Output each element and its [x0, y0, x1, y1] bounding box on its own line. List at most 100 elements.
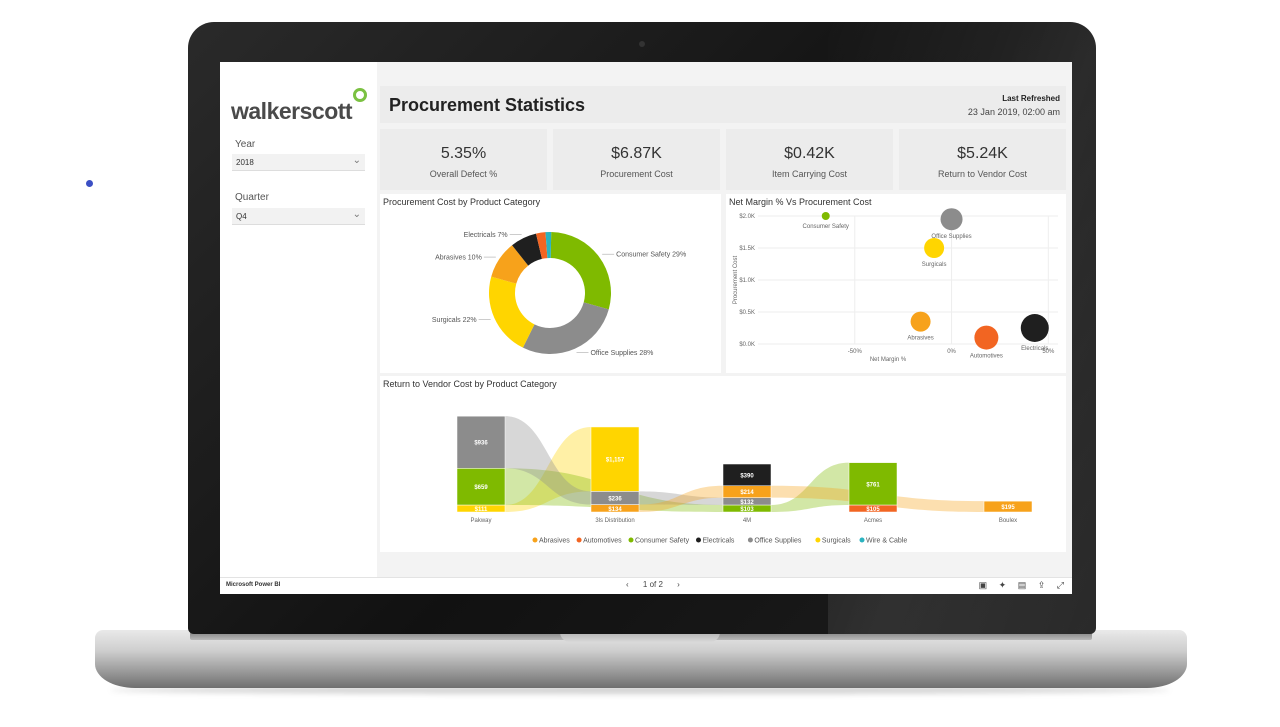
- twitter-icon[interactable]: ✦: [998, 580, 1007, 590]
- ribbon-data-label: $103: [740, 507, 754, 513]
- report-footer: Microsoft Power BI ‹ 1 of 2 › ▣ ✦ ▤ ⇪ ⤢: [220, 577, 1072, 594]
- legend-label[interactable]: Wire & Cable: [866, 538, 907, 545]
- x-category-label: 3ls Distribution: [595, 518, 634, 524]
- scatter-point-label: Electricals: [1021, 346, 1048, 352]
- legend-label[interactable]: Electricals: [703, 538, 735, 545]
- y-tick-label: $1.5K: [739, 246, 755, 252]
- ribbon-chart-panel[interactable]: Return to Vendor Cost by Product Categor…: [380, 376, 1066, 552]
- scatter-point[interactable]: [924, 238, 945, 258]
- kpi-card-procurement[interactable]: $6.87K Procurement Cost: [553, 129, 720, 190]
- ribbon-data-label: $390: [740, 473, 754, 479]
- scatter-point[interactable]: [974, 325, 999, 350]
- linkedin-icon[interactable]: ▣: [978, 580, 988, 590]
- donut-slice-wire-cable[interactable]: [545, 232, 552, 259]
- scatter-point[interactable]: [821, 212, 830, 220]
- brand-logo: walkerscott: [231, 98, 353, 124]
- legend-marker: [747, 537, 753, 543]
- scatter-point-label: Office Supplies: [931, 234, 971, 240]
- y-tick-label: $0.5K: [739, 310, 755, 316]
- year-dropdown[interactable]: 2018 ⌄: [232, 154, 365, 171]
- ribbon-bar-segment[interactable]: [983, 500, 1033, 513]
- legend-label[interactable]: Abrasives: [539, 538, 570, 545]
- ribbon-chart: $111 $659 $936 Pakway $134 $236 $1,157 3ls Dist…: [456, 415, 1033, 545]
- report-header: Procurement Statistics Last Refreshed 23…: [380, 86, 1066, 123]
- legend-marker: [815, 537, 821, 543]
- donut-slice-consumer-safety[interactable]: [550, 232, 611, 310]
- ribbon-bar-segment[interactable]: [590, 426, 640, 492]
- x-axis-label: Net Margin %: [870, 357, 907, 363]
- kpi-card-return[interactable]: $5.24K Return to Vendor Cost: [899, 129, 1066, 190]
- donut-data-label: Surgicals 22%: [432, 317, 477, 324]
- legend-marker: [532, 537, 538, 543]
- kpi-label: Procurement Cost: [600, 169, 673, 179]
- donut-chart-panel[interactable]: Procurement Cost by Product Category Con…: [380, 194, 721, 373]
- ribbon-data-label: $659: [474, 485, 488, 491]
- ribbon-connector: [505, 416, 591, 505]
- camera-icon: [639, 41, 645, 47]
- scatter-point[interactable]: [910, 311, 931, 332]
- chevron-down-icon: ⌄: [352, 155, 361, 166]
- scatter-chart-panel[interactable]: Net Margin % Vs Procurement Cost $0.0K $0…: [726, 194, 1066, 373]
- kpi-value: 5.35%: [440, 145, 487, 162]
- scatter-point[interactable]: [940, 208, 963, 231]
- kpi-card-defect[interactable]: 5.35% Overall Defect %: [380, 129, 547, 190]
- quarter-label: Quarter: [235, 192, 269, 203]
- ribbon-data-label: $936: [474, 441, 488, 447]
- x-category-label: 4M: [743, 518, 751, 524]
- facebook-icon[interactable]: ▤: [1017, 580, 1027, 590]
- kpi-value: $0.42K: [784, 145, 835, 162]
- donut-chart: Consumer Safety 29% Office Supplies 28% Su…: [432, 232, 686, 357]
- x-category-label: Pakway: [470, 518, 491, 524]
- legend-label[interactable]: Consumer Safety: [635, 538, 690, 545]
- y-axis-label: Procurement Cost: [733, 255, 739, 304]
- ribbon-bar-segment[interactable]: [722, 463, 772, 486]
- ribbon-connector: [639, 485, 723, 512]
- year-value: 2018: [236, 158, 254, 167]
- scatter-point-label: Surgicals: [922, 262, 947, 268]
- page-indicator: 1 of 2: [642, 580, 663, 589]
- ribbon-bar-segment[interactable]: [848, 462, 898, 506]
- fullscreen-icon[interactable]: ⤢: [1056, 580, 1064, 590]
- donut-slice-abrasives[interactable]: [491, 245, 529, 284]
- kpi-label: Overall Defect %: [429, 169, 498, 179]
- kpi-card-carrying[interactable]: $0.42K Item Carrying Cost: [726, 129, 893, 190]
- ribbon-bar-segment[interactable]: [456, 468, 506, 506]
- x-category-label: Acmes: [864, 518, 882, 524]
- chart-title: Procurement Cost by Product Category: [383, 197, 541, 207]
- donut-slice-electricals[interactable]: [512, 233, 542, 266]
- kpi-label: Return to Vendor Cost: [937, 169, 1028, 179]
- legend-label[interactable]: Office Supplies: [754, 538, 801, 545]
- y-tick-label: $2.0K: [739, 214, 755, 220]
- x-category-label: Boulex: [999, 518, 1017, 524]
- scatter-point-label: Consumer Safety: [803, 224, 849, 230]
- ribbon-connector: [505, 426, 591, 512]
- laptop-shadow: [110, 686, 1170, 694]
- legend-label[interactable]: Surgicals: [822, 538, 851, 545]
- pager: ‹ 1 of 2 ›: [620, 580, 686, 589]
- ribbon-connector: [771, 462, 849, 512]
- donut-data-label: Electricals 7%: [464, 232, 508, 239]
- donut-slice-automotives[interactable]: [536, 232, 548, 259]
- y-tick-label: $1.0K: [739, 278, 755, 284]
- ribbon-data-label: $1,157: [606, 458, 625, 464]
- powerbi-report: walkerscott Year 2018 ⌄ Quarter Q4 ⌄ Pro…: [220, 62, 1072, 594]
- legend-label[interactable]: Automotives: [583, 538, 622, 545]
- legend-marker: [576, 537, 582, 543]
- donut-slice-office-supplies[interactable]: [522, 302, 609, 354]
- donut-slice-surgicals[interactable]: [489, 276, 535, 348]
- chevron-down-icon: ⌄: [352, 209, 361, 220]
- next-page-icon[interactable]: ›: [677, 580, 680, 589]
- x-tick-label: -50%: [848, 349, 863, 355]
- donut-data-label: Consumer Safety 29%: [616, 252, 686, 259]
- donut-data-label: Abrasives 10%: [435, 255, 482, 262]
- scatter-point[interactable]: [1020, 314, 1049, 342]
- kpi-value: $5.24K: [957, 145, 1008, 162]
- refresh-date: 23 Jan 2019, 02:00 am: [967, 107, 1060, 117]
- quarter-dropdown[interactable]: Q4 ⌄: [232, 208, 365, 225]
- ribbon-connector: [639, 491, 723, 505]
- ribbon-data-label: $134: [608, 507, 622, 513]
- ribbon-bar-segment[interactable]: [456, 415, 506, 469]
- prev-page-icon[interactable]: ‹: [626, 580, 629, 589]
- chart-title: Return to Vendor Cost by Product Categor…: [383, 379, 557, 389]
- share-icon[interactable]: ⇪: [1037, 580, 1046, 590]
